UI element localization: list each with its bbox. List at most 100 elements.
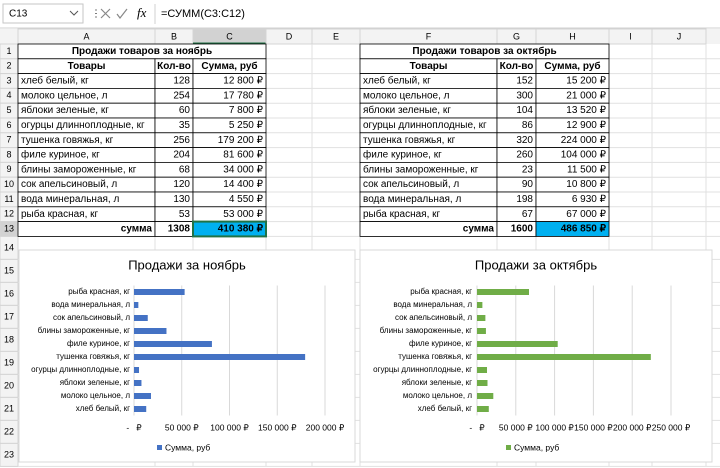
bar bbox=[477, 302, 483, 308]
column-label: J bbox=[677, 31, 682, 41]
cell-text: 67 000 ₽ bbox=[566, 209, 606, 220]
bar bbox=[134, 289, 185, 295]
x-tick-label: 200 000 ₽ bbox=[613, 422, 652, 432]
cell-text: 260 bbox=[516, 150, 533, 161]
y-tick-label: яблоки зеленые, кг bbox=[60, 378, 130, 387]
cell-text: Сумма, руб bbox=[201, 60, 257, 72]
cell-text: 128 bbox=[173, 76, 190, 87]
cell-text: Товары bbox=[410, 61, 448, 72]
cell-text: 12 800 ₽ bbox=[223, 76, 263, 87]
cell-text: Продажи товаров за октябрь bbox=[412, 45, 556, 57]
cell-text: 90 bbox=[522, 179, 534, 190]
cell-text: сумма bbox=[463, 224, 495, 235]
row-header[interactable] bbox=[0, 442, 19, 467]
column-header[interactable] bbox=[651, 28, 707, 45]
bar bbox=[134, 315, 148, 321]
bar bbox=[477, 289, 529, 295]
enter-icon[interactable] bbox=[116, 8, 128, 19]
cancel-icon[interactable] bbox=[100, 8, 111, 19]
row-label: 21 bbox=[4, 403, 14, 413]
bar bbox=[134, 328, 167, 334]
cell-text: 60 bbox=[179, 105, 191, 116]
bar bbox=[134, 302, 139, 308]
row-label: 8 bbox=[6, 149, 11, 159]
legend-label: Сумма, руб bbox=[165, 442, 210, 452]
bar bbox=[477, 328, 486, 334]
y-tick-label: вода минеральная, л bbox=[393, 300, 472, 309]
selected-cell[interactable] bbox=[192, 220, 267, 238]
cell-text: вода минеральная, л bbox=[363, 194, 461, 205]
column-label: F bbox=[426, 31, 432, 41]
row-label: 15 bbox=[4, 265, 14, 275]
cell-text: 23 bbox=[522, 164, 534, 175]
bar bbox=[477, 406, 489, 412]
y-tick-label: яблоки зеленые, кг bbox=[402, 378, 472, 387]
chart-title: Продажи за октябрь bbox=[475, 257, 597, 272]
x-tick-label: 200 000 ₽ bbox=[306, 422, 345, 432]
cell-text: 7 800 ₽ bbox=[229, 105, 264, 116]
row-label: 2 bbox=[6, 61, 11, 71]
bar bbox=[134, 406, 147, 412]
cell-text: сумма bbox=[121, 224, 153, 235]
x-tick-label: 50 000 ₽ bbox=[165, 422, 199, 432]
column-label: E bbox=[333, 31, 339, 41]
y-tick-label: филе куриное, кг bbox=[67, 339, 130, 348]
formula-text[interactable]: =СУММ(C3:C12) bbox=[161, 8, 245, 20]
bar bbox=[477, 393, 494, 399]
row-label: 7 bbox=[6, 135, 11, 145]
formula-bar bbox=[0, 0, 720, 28]
cell-text: блины замороженные, кг bbox=[363, 163, 479, 175]
cell-text: блины замороженные, кг bbox=[21, 163, 137, 175]
bar bbox=[477, 341, 558, 347]
cell-text: 254 bbox=[173, 90, 190, 101]
cell-text: 10 800 ₽ bbox=[566, 179, 606, 190]
cell-text: 53 bbox=[179, 209, 191, 220]
cell-text: тушенка говяжья, кг bbox=[363, 135, 456, 146]
row-label: 1 bbox=[6, 46, 11, 56]
cell-text: сок апельсиновый, л bbox=[21, 179, 117, 190]
fx-button[interactable]: fx bbox=[137, 5, 147, 20]
row-label: 14 bbox=[4, 242, 14, 252]
x-tick-label: - ₽ bbox=[469, 422, 485, 432]
y-tick-label: тушенка говяжья, кг bbox=[398, 352, 472, 361]
name-box[interactable] bbox=[2, 3, 84, 24]
cell-name: C13 bbox=[9, 9, 28, 20]
row-label: 17 bbox=[4, 311, 14, 321]
cell-text: 6 930 ₽ bbox=[572, 194, 607, 205]
bar bbox=[134, 367, 140, 373]
x-tick-label: 150 000 ₽ bbox=[574, 422, 613, 432]
row-label: 16 bbox=[4, 288, 14, 298]
cell-text: 104 000 ₽ bbox=[561, 150, 607, 161]
cell-text: 300 bbox=[516, 90, 533, 101]
cell-text: 11 500 ₽ bbox=[567, 164, 607, 175]
y-tick-label: филе куриное, кг bbox=[409, 339, 472, 348]
cell-text: огурцы длинноплодные, кг bbox=[21, 120, 145, 131]
separator: ⋮ bbox=[91, 9, 101, 20]
dropdown-icon[interactable] bbox=[69, 10, 79, 16]
bar bbox=[134, 393, 151, 399]
cell-text: 4 550 ₽ bbox=[229, 194, 264, 205]
x-tick-label: 250 000 ₽ bbox=[652, 422, 691, 432]
y-tick-label: огурцы длинноплодные, кг bbox=[31, 365, 130, 374]
cell-text: тушенка говяжья, кг bbox=[21, 135, 114, 146]
cell-text: Кол-во bbox=[157, 61, 191, 72]
cell-text: 320 bbox=[516, 135, 533, 146]
x-tick-label: 150 000 ₽ bbox=[258, 422, 297, 432]
cell-text: 486 850 ₽ bbox=[561, 224, 607, 235]
y-tick-label: хлеб белый, кг bbox=[76, 404, 130, 413]
row-label: 6 bbox=[6, 120, 11, 130]
y-tick-label: молоко цельное, л bbox=[403, 391, 473, 400]
column-label: D bbox=[286, 31, 293, 41]
cell-text: 35 bbox=[179, 120, 191, 131]
bar bbox=[134, 341, 212, 347]
cell-text: молоко цельное, л bbox=[363, 90, 450, 101]
chart-title: Продажи за ноябрь bbox=[128, 257, 246, 272]
cell[interactable] bbox=[535, 221, 610, 237]
cell-text: 5 250 ₽ bbox=[229, 120, 264, 131]
row-label: 19 bbox=[4, 357, 14, 367]
row-label: 22 bbox=[4, 426, 14, 436]
cell-text: Продажи товаров за ноябрь bbox=[72, 45, 212, 57]
cell-text: сок апельсиновый, л bbox=[363, 179, 459, 190]
cell-text: 1308 bbox=[168, 224, 191, 235]
